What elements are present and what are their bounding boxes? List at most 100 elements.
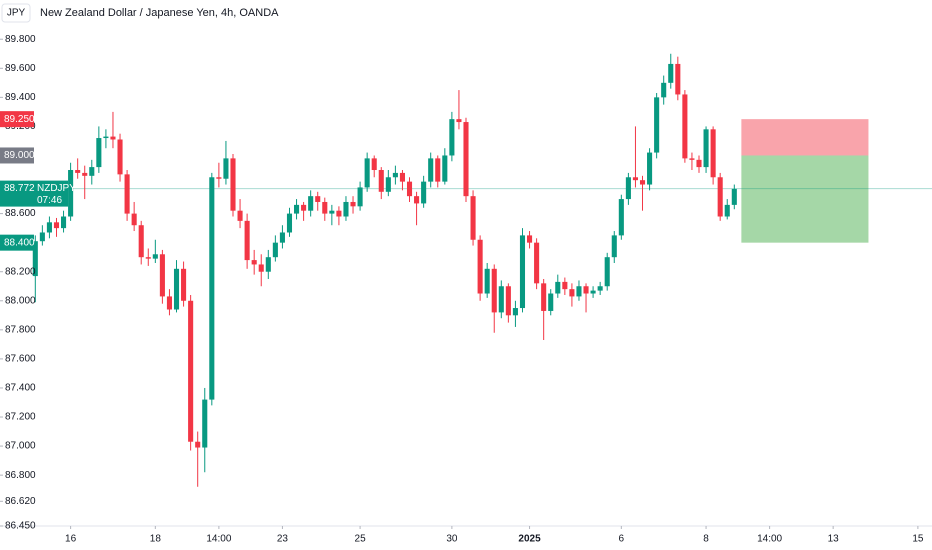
candle-body [541,283,547,311]
candle-body [611,235,617,258]
x-tick-label: 2025 [518,534,541,545]
candle-body [463,122,469,197]
price-marker [0,147,34,164]
candle-body [661,82,667,98]
candle-body [258,264,264,272]
candle-body [527,235,533,243]
candle-body [505,286,511,316]
candle-body [406,181,413,197]
price-marker [0,111,34,128]
candle-body [188,300,194,442]
y-tick-label: 88.200 [5,266,36,277]
target-zone [741,155,869,243]
stop-zone [741,119,869,156]
candle-body [682,94,688,159]
candle-body [237,210,243,221]
candle-body [378,170,384,192]
chart-title: New Zealand Dollar / Japanese Yen, 4h, O… [40,7,279,19]
candle-body [484,268,490,294]
candle-body [428,158,434,182]
candle-body [512,308,518,316]
candle-body [703,129,709,168]
candle-body [68,170,74,217]
candle-body [103,136,109,139]
y-tick-label: 89.600 [5,63,36,74]
candle-body [689,158,695,160]
candle-body [39,232,45,242]
candle-body [625,177,631,200]
x-tick-label: 23 [277,534,289,545]
candle-body [583,286,589,294]
candle-body [61,216,67,229]
candle-body [385,177,391,192]
countdown-label: 07:46 [37,195,62,206]
candle-body [555,281,561,294]
candle-body [731,188,737,205]
candle-body [534,242,540,284]
candle-body [435,158,441,182]
x-tick-label: 25 [355,534,367,545]
candle-body [152,254,158,259]
candle-body [442,155,448,182]
x-tick-label: 14:00 [757,534,782,545]
candle-body [117,139,123,175]
candle-body [675,63,681,95]
price-marker-label: 88.400 [4,237,35,248]
y-tick-label: 86.800 [5,470,36,481]
candle-body [470,196,476,240]
y-tick-label: 89.400 [5,92,36,103]
x-tick-label: 18 [150,534,162,545]
y-tick-label: 88.600 [5,208,36,219]
candle-body [597,286,603,291]
x-tick-label: 15 [912,534,924,545]
price-marker-label: 89.250 [4,114,35,125]
candle-body [717,177,723,217]
last-price-label: 88.772 [4,183,35,194]
price-marker [0,234,34,251]
candle-body [668,63,674,83]
candle-body [53,222,60,229]
x-tick-label: 8 [703,534,709,545]
candle-body [696,159,702,168]
x-tick-label: 30 [446,534,458,545]
candle-body [216,177,222,179]
y-tick-label: 87.800 [5,324,36,335]
candle-body [322,201,328,214]
candle-body [710,129,716,178]
candle-body [124,174,130,214]
candle-body [195,441,201,448]
candle-body [251,260,257,265]
candle-body [110,136,116,140]
candle-body [202,399,208,448]
currency-box[interactable] [1,3,31,23]
candle-body [590,290,596,294]
y-tick-label: 87.600 [5,354,36,365]
candle-body [654,97,660,153]
candle-body [350,201,356,207]
candle-body [392,172,398,178]
candle-body [159,254,165,297]
candle-body [371,158,377,171]
candle-body [449,119,455,156]
candle-body [173,268,180,310]
candle-body [343,201,349,217]
candle-body [294,204,300,214]
candle-body [315,196,321,202]
candle-body [562,281,568,290]
y-tick-label: 86.450 [5,521,36,532]
candle-body [364,158,370,188]
candle-body [308,196,314,211]
candle-body [569,289,575,297]
y-tick-label: 87.000 [5,441,36,452]
candle-body [32,241,38,277]
y-tick-label: 88.000 [5,295,36,306]
candle-body [491,268,497,313]
candle-body [223,158,229,179]
candle-body [639,180,646,185]
candle-body [230,158,236,211]
candle-body [181,268,187,301]
y-tick-label: 89.800 [5,34,36,45]
candle-body [166,296,172,310]
